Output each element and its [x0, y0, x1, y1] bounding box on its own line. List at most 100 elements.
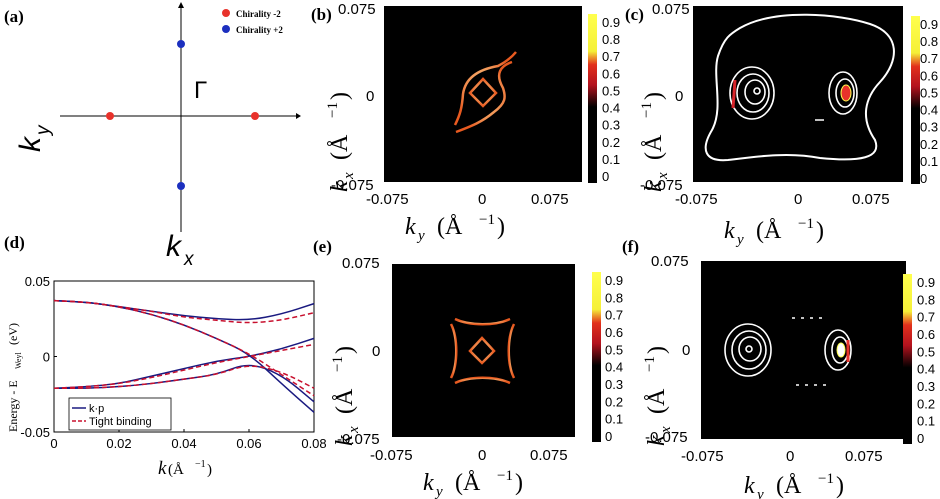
colorbar-e-tick-5: 0.4 [605, 360, 623, 375]
panel-b-contour-arc-left [453, 51, 517, 126]
panel-e-ylabel-k: k [332, 435, 358, 446]
panel-f-ylabel-close: ) [644, 346, 670, 354]
panel-d-series [53, 299, 315, 413]
panel-d-ytick-label-1: 0 [43, 350, 50, 365]
colorbar-e-tick-6: 0.3 [605, 377, 623, 392]
panel-f-ytick-min: -0.075 [645, 429, 688, 446]
panel-d-legend-box [68, 397, 172, 431]
panel-d-xlabel: k (Å −1 ) [158, 458, 212, 479]
colorbar-e-gradient [592, 272, 601, 442]
series-kp-band-2 [53, 337, 315, 389]
panel-b-xtick-max: 0.075 [531, 191, 569, 208]
panel-c-ylabel-sub: x [655, 172, 671, 180]
colorbar-c-tick-1: 0.8 [920, 34, 938, 49]
panel-c-ytick-zero: 0 [675, 88, 683, 105]
legend-label-tight-binding: Tight binding [89, 416, 152, 428]
panel-c-left-ring-2 [736, 73, 770, 113]
panel-c-xtick-min: -0.075 [675, 191, 718, 208]
panel-label-d: (d) [4, 233, 25, 252]
panel-f-left-core [745, 345, 753, 353]
kx-axis-label: k x [166, 230, 195, 270]
panel-b-ylabel-sub: x [341, 172, 357, 180]
panel-c-xtick-max: 0.075 [852, 191, 890, 208]
panel-c-ylabel-k: k [641, 181, 667, 192]
panel-f-xlabel-close: ) [836, 473, 844, 499]
panel-e-xtick-max: 0.075 [530, 447, 568, 464]
panel-d-ytick-label-2: -0.05 [20, 425, 50, 440]
panel-e-ylabel: k x (Å −1 ) [330, 346, 362, 446]
panel-f-xlabel-exp: −1 [818, 471, 834, 487]
panel-f-plot-area [701, 261, 906, 439]
panel-d-ytick-label-0: 0.05 [25, 274, 50, 289]
panel-b-ytick-zero: 0 [366, 88, 374, 105]
panel-e-ylabel-sub: x [346, 426, 362, 434]
colorbar-b-ticks: 0.9 0.8 0.7 0.6 0.5 0.4 0.3 0.2 0.1 0 [602, 15, 620, 184]
panel-c-contour-outer [704, 13, 895, 162]
panel-d-xlabel-k: k [158, 458, 167, 479]
panel-d-xtick-label-4: 0.08 [301, 436, 326, 451]
panel-c-left-ring-3 [744, 79, 766, 105]
panel-c-left-pocket [729, 66, 775, 120]
panel-e-ytick-zero: 0 [372, 343, 380, 360]
panel-c-xlabel-exp: −1 [798, 216, 814, 232]
colorbar-e-tick-1: 0.8 [605, 290, 623, 305]
panel-b-ylabel-close: ) [327, 92, 353, 100]
gamma-point-label: Γ [194, 77, 207, 104]
panel-b-xtick-zero: 0 [478, 191, 486, 208]
panel-d-xtick-label-3: 0.06 [236, 436, 261, 451]
panel-b-ytick-max: 0.075 [338, 1, 376, 18]
panel-f-map [701, 261, 906, 439]
panel-f-xtick-min: -0.075 [681, 448, 724, 465]
ky-axis-label-k: k [14, 135, 47, 152]
panel-c-plot-area [693, 6, 903, 182]
panel-e-xlabel: k y (Å −1 ) [423, 468, 523, 499]
panel-c-right-ring-2 [835, 78, 855, 108]
panel-c-ytick-max: 0.075 [652, 1, 690, 18]
panel-e-ylabel-units: (Å [332, 388, 358, 414]
panel-f-xtick-max: 0.075 [845, 448, 883, 465]
panel-b-ylabel-units: (Å [327, 134, 353, 160]
panel-d-ticks: 0 0.02 0.04 0.06 0.080.050-0.05 [20, 274, 326, 451]
colorbar-b-tick-9: 0 [602, 169, 609, 184]
colorbar-b-gradient [588, 14, 597, 183]
panel-f-left-ring-2 [731, 330, 767, 370]
colorbar-f-tick-6: 0.3 [917, 379, 935, 394]
panel-f-dotted-fragments [792, 317, 830, 386]
panel-label-b: (b) [311, 5, 332, 24]
colorbar-f-tick-9: 0 [917, 431, 924, 446]
colorbar-c-tick-2: 0.7 [920, 51, 938, 66]
panel-e-contour-bottom [454, 376, 511, 385]
panel-d-chart: 0 0.02 0.04 0.06 0.080.050-0.05 Energy - E W… [6, 274, 327, 479]
series-tight-binding-band-1 [53, 299, 315, 397]
panel-b-plot-area [384, 6, 582, 182]
panel-c-ylabel: k x (Å −1 ) [639, 92, 671, 192]
panel-f-xlabel-k: k [744, 473, 755, 499]
panel-label-e: (e) [313, 237, 332, 256]
colorbar-c-tick-7: 0.2 [920, 137, 938, 152]
panel-e-contour-left [449, 323, 458, 379]
colorbar-f-tick-1: 0.8 [917, 292, 935, 307]
panel-f-ylabel-sub: x [658, 426, 674, 434]
panel-label-c: (c) [625, 5, 644, 24]
colorbar-c-tick-8: 0.1 [920, 154, 938, 169]
colorbar-b-tick-2: 0.7 [602, 49, 620, 64]
panel-c-xlabel-k: k [724, 218, 735, 244]
panel-b-ylabel: k x (Å −1 ) [325, 92, 357, 192]
panel-b-xlabel-exp: −1 [479, 212, 495, 228]
panel-c-xtick-zero: 0 [794, 191, 802, 208]
panel-b-contour-arc-right [455, 60, 513, 134]
panel-d-ylabel-sub: Weyl [14, 352, 23, 369]
legend-label-minus2: Chirality -2 [236, 9, 281, 19]
colorbar-c-tick-9: 0 [920, 171, 927, 186]
colorbar-f-tick-8: 0.1 [917, 414, 935, 429]
legend-marker-minus2 [222, 9, 230, 17]
panel-f-ytick-zero: 0 [682, 342, 690, 359]
colorbar-f-ticks: 0.9 0.8 0.7 0.6 0.5 0.4 0.3 0.2 0.1 0 [917, 275, 935, 446]
panel-d-xtick-label-2: 0.04 [171, 436, 196, 451]
colorbar-f-gradient [903, 274, 912, 444]
kx-axis-label-k: k [166, 230, 183, 263]
panel-f-xlabel-units: (Å [776, 473, 802, 499]
panel-b-xlabel-k: k [405, 214, 416, 240]
colorbar-f-tick-3: 0.6 [917, 327, 935, 342]
panel-e-contour-inner [468, 336, 496, 365]
